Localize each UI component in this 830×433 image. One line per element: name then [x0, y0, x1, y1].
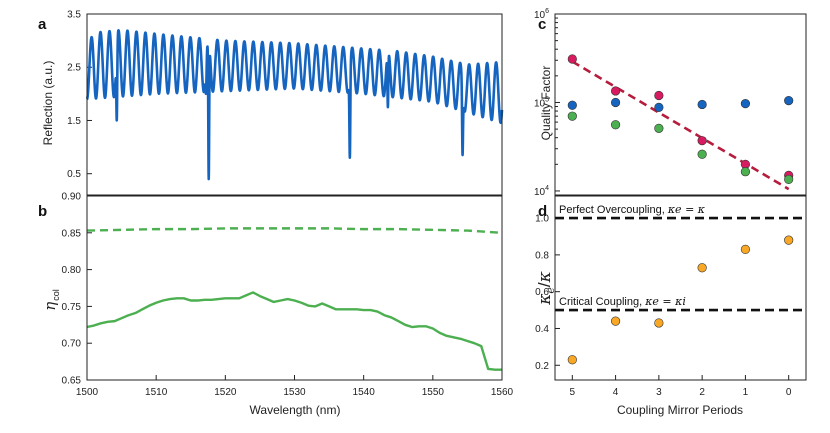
panel-c-point-series-3	[654, 123, 664, 133]
panel-d-xtick-label: 4	[613, 387, 619, 398]
panel-d-ytick-label: 0.6	[535, 287, 549, 298]
panel-letter-d: d	[538, 203, 547, 220]
panel-b-frame	[86, 195, 503, 381]
fit-trend-line	[571, 60, 790, 191]
panel-c-frame	[554, 13, 807, 196]
panel-c-ytick-label: 104	[534, 185, 549, 198]
panel-b-xtick-label: 1500	[76, 387, 99, 398]
panel-d-xtick-label: 3	[656, 387, 662, 398]
panel-d-xtick-label: 5	[570, 387, 576, 398]
panel-c-point-series-2	[567, 54, 577, 64]
panel-d-ytick-label: 0.2	[535, 361, 549, 372]
panel-c-point-series-1	[740, 99, 751, 109]
panel-c-point-series-3	[740, 167, 751, 177]
panel-d-point	[610, 316, 621, 326]
panel-a-ytick-label: 3.5	[67, 10, 81, 21]
panel-d-point	[697, 263, 707, 273]
panel-c-point-series-2	[697, 136, 707, 146]
panel-b-ytick-label: 0.75	[62, 302, 82, 313]
panel-d-points	[567, 235, 794, 365]
overcoupling-label: Perfect Overcoupling, κe = κ	[559, 203, 706, 216]
panel-b-ytick-label: 0.70	[62, 339, 82, 350]
panel-b-xtick-label: 1560	[491, 387, 514, 398]
panel-b-xtick-label: 1520	[214, 387, 237, 398]
panel-c-ytick-label: 105	[534, 96, 549, 109]
panel-b-ytick-label: 0.85	[62, 228, 82, 239]
panel-d-ticks: 0.2 0.4 0.6 0.8 1.0 5 4 3 2 1 0	[535, 214, 792, 398]
panel-d-reference-lines: Perfect Overcoupling, κe = κ Critical Cou…	[555, 203, 806, 312]
reflection-line	[85, 29, 504, 181]
panel-letter-c: c	[538, 16, 546, 33]
panel-d-xlabel: Coupling Mirror Periods	[617, 403, 743, 417]
panel-b-xtick-label: 1510	[145, 387, 168, 398]
panel-d: d κe/κ 0.2 0.4 0.6 0.8 1.0 5 4 3 2 1 0 Perfect Ove…	[535, 195, 807, 417]
panel-b-xtick-label: 1540	[353, 387, 376, 398]
panel-c-points	[567, 54, 794, 185]
panel-d-xtick-label: 2	[699, 387, 705, 398]
panel-b-ticks: 0.65 0.70 0.75 0.80 0.85 0.90 1500 1510 1520 1530…	[62, 192, 514, 399]
panel-a-ylabel: Reflection (a.u.)	[41, 61, 55, 146]
panel-b-ytick-label: 0.65	[62, 376, 82, 387]
panel-d-ytick-label: 1.0	[535, 214, 549, 225]
panel-letter-a: a	[38, 16, 47, 33]
panel-c-point-series-1	[697, 99, 707, 110]
panel-c-point-series-3	[567, 111, 577, 121]
panel-a: a Reflection (a.u.) 0.5 1.5 2.5 3.5	[38, 10, 504, 196]
panel-c-point-series-2	[610, 86, 621, 96]
collection-efficiency-dashed-line	[86, 227, 503, 234]
panel-c-point-series-3	[610, 120, 621, 130]
panel-d-ylabel: κe/κ	[535, 271, 557, 306]
panel-a-ytick-label: 1.5	[67, 116, 81, 127]
panel-c-point-series-3	[697, 149, 707, 159]
panel-b-xlabel: Wavelength (nm)	[250, 403, 341, 417]
panel-d-frame	[554, 195, 807, 381]
panel-letter-b: b	[38, 203, 47, 220]
panel-c-ytick-label: 106	[534, 8, 549, 21]
panel-a-ytick-label: 0.5	[67, 169, 81, 180]
panel-d-point	[740, 244, 751, 254]
panel-b-ylabel: ηcol	[41, 289, 61, 311]
panel-c-point-series-1	[567, 100, 577, 110]
panel-d-point	[654, 318, 664, 328]
panel-b-ytick-label: 0.80	[62, 265, 82, 276]
panel-d-xtick-label: 1	[743, 387, 749, 398]
panel-c-yticks: 104 105 106	[534, 8, 560, 198]
panel-c-point-series-3	[784, 174, 794, 185]
panel-c-point-series-1	[610, 97, 621, 108]
panel-c-point-series-2	[654, 90, 664, 101]
panel-d-xtick-label: 0	[786, 387, 792, 398]
panel-b-xtick-label: 1530	[283, 387, 306, 398]
panel-d-ytick-label: 0.8	[535, 250, 549, 261]
panel-b-xtick-label: 1550	[422, 387, 445, 398]
panel-b: b ηcol 0.65 0.70 0.75 0.80 0.85 0.90 1500 1510 1…	[38, 192, 514, 418]
panel-c-point-series-1	[784, 96, 794, 106]
panel-c: c Quality Factor 104 105 106	[534, 8, 807, 198]
critical-coupling-label: Critical Coupling, κe = κi	[559, 295, 686, 308]
panel-a-frame	[86, 13, 503, 196]
panel-c-ylabel: Quality Factor	[539, 66, 553, 141]
collection-efficiency-solid-line	[86, 291, 502, 371]
panel-b-ytick-label: 0.90	[62, 192, 82, 203]
panel-d-point	[784, 235, 794, 245]
panel-d-point	[567, 355, 577, 365]
panel-c-point-series-1	[654, 102, 664, 112]
panel-a-ytick-label: 2.5	[67, 63, 81, 74]
panel-d-ytick-label: 0.4	[535, 324, 549, 335]
